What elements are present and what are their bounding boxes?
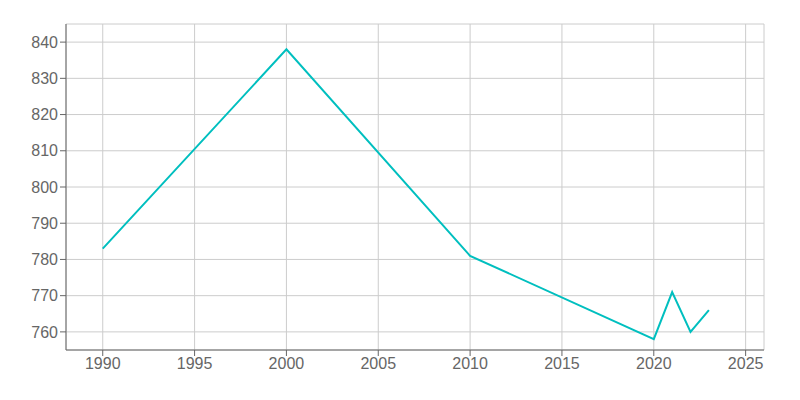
svg-text:800: 800 <box>31 179 58 196</box>
svg-text:1990: 1990 <box>85 355 121 372</box>
svg-text:2015: 2015 <box>544 355 580 372</box>
svg-text:2010: 2010 <box>452 355 488 372</box>
svg-text:2025: 2025 <box>728 355 764 372</box>
svg-text:760: 760 <box>31 324 58 341</box>
svg-text:790: 790 <box>31 215 58 232</box>
svg-text:820: 820 <box>31 106 58 123</box>
svg-text:780: 780 <box>31 251 58 268</box>
svg-text:830: 830 <box>31 70 58 87</box>
svg-text:1995: 1995 <box>177 355 213 372</box>
svg-text:840: 840 <box>31 34 58 51</box>
svg-text:810: 810 <box>31 142 58 159</box>
svg-text:2020: 2020 <box>636 355 672 372</box>
svg-text:770: 770 <box>31 287 58 304</box>
svg-text:2000: 2000 <box>269 355 305 372</box>
svg-text:2005: 2005 <box>360 355 396 372</box>
